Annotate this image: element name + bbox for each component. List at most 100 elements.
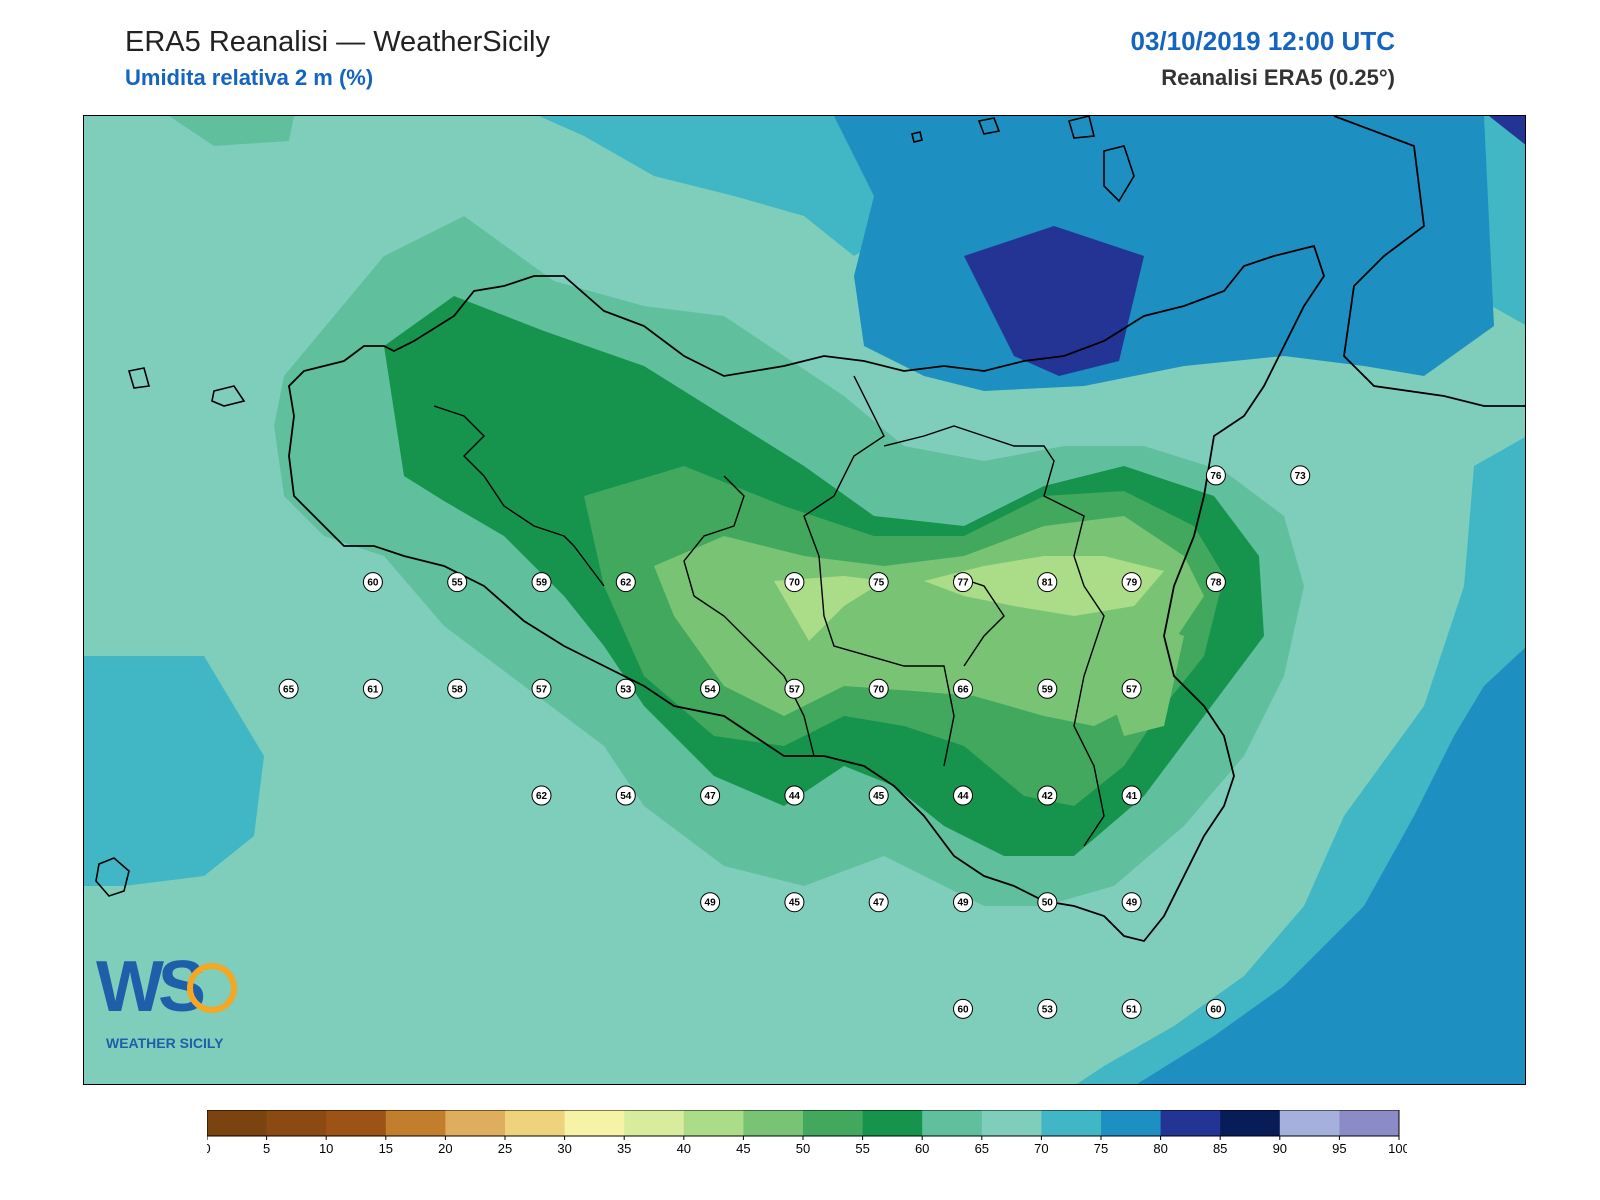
colorbar-tick-label: 20 — [438, 1141, 452, 1156]
station-marker: 41 — [1121, 785, 1142, 806]
station-marker: 51 — [1121, 998, 1142, 1019]
station-value: 47 — [705, 791, 717, 802]
calabria-coastline — [1333, 116, 1525, 407]
station-value: 45 — [873, 791, 885, 802]
colorbar-cell — [266, 1110, 327, 1136]
station-value: 49 — [705, 898, 717, 909]
station-marker: 76 — [1205, 465, 1226, 486]
station-marker: 77 — [953, 572, 973, 593]
station-circle — [1037, 998, 1058, 1019]
map-subtitle: Umidita relativa 2 m (%) — [125, 65, 374, 90]
station-circle — [784, 785, 805, 806]
station-value: 54 — [620, 791, 632, 802]
station-marker: 54 — [615, 785, 636, 806]
station-value: 49 — [1126, 898, 1138, 909]
station-marker: 62 — [531, 785, 552, 806]
station-value: 57 — [536, 684, 548, 695]
station-value: 47 — [873, 898, 885, 909]
station-marker: 47 — [700, 785, 721, 806]
station-value: 53 — [1042, 1004, 1054, 1015]
humidity-map: 60 55 59 62 70 75 77 81 79 78 76 73 65 61 58 57 53 54 57 70… — [84, 116, 1525, 1084]
station-marker: 57 — [784, 678, 805, 699]
header-right: 03/10/2019 12:00 UTC Reanalisi ERA5 (0.2… — [1130, 26, 1395, 91]
station-marker: 57 — [531, 678, 552, 699]
station-marker: 73 — [1290, 465, 1311, 486]
colorbar-tick-label: 95 — [1332, 1141, 1346, 1156]
station-marker: 49 — [1121, 892, 1142, 913]
colorbar-cell — [1279, 1110, 1340, 1136]
station-circle — [1290, 465, 1311, 486]
station-value: 76 — [1210, 471, 1222, 482]
station-marker: 49 — [700, 892, 721, 913]
station-value: 50 — [1042, 898, 1054, 909]
station-circle — [1037, 892, 1058, 913]
colorbar-cell — [1101, 1110, 1162, 1136]
station-circle — [1205, 998, 1226, 1019]
station-circle — [700, 785, 721, 806]
station-circle — [1121, 998, 1142, 1019]
station-circle — [868, 892, 889, 913]
station-circle — [362, 572, 383, 593]
station-marker: 47 — [868, 892, 889, 913]
province-border-en — [953, 575, 1005, 667]
station-marker: 78 — [1205, 572, 1226, 593]
colorbar-cell — [1041, 1110, 1102, 1136]
station-value: 66 — [957, 684, 969, 695]
station-value: 49 — [957, 898, 969, 909]
station-value: 70 — [789, 578, 801, 589]
station-value: 45 — [789, 898, 801, 909]
colorbar-tick-label: 70 — [1034, 1141, 1048, 1156]
map-title: ERA5 Reanalisi — WeatherSicily — [125, 26, 550, 58]
station-value: 51 — [1126, 1004, 1138, 1015]
station-value: 70 — [873, 684, 885, 695]
station-circle — [615, 678, 636, 699]
colorbar-cell — [1220, 1110, 1281, 1136]
station-circle — [784, 678, 805, 699]
station-circle — [1121, 785, 1142, 806]
station-circle — [784, 892, 805, 913]
station-value: 75 — [873, 578, 885, 589]
station-circle — [1037, 785, 1058, 806]
colorbar: 0 5 10 15 20 25 30 35 40 45 50 55 60 65 70 75 80 85 90 95 10… — [203, 1109, 1410, 1175]
station-circle — [953, 998, 973, 1019]
province-border-east — [883, 425, 1105, 847]
station-circle — [1121, 572, 1142, 593]
weather-sicily-logo: WS WEATHER SICILY — [96, 947, 237, 1051]
station-value: 81 — [1042, 578, 1054, 589]
station-marker: 60 — [362, 572, 383, 593]
colorbar-cell — [326, 1110, 387, 1136]
colorbar-tick-label: 90 — [1273, 1141, 1287, 1156]
station-marker: 70 — [868, 678, 889, 699]
map-panel: 60 55 59 62 70 75 77 81 79 78 76 73 65 61 58 57 53 54 57 70… — [83, 115, 1526, 1085]
field-80-band-north — [834, 116, 1494, 391]
island-lipari-vulcano — [1103, 145, 1135, 203]
station-circle — [868, 572, 889, 593]
logo-name: WEATHER SICILY — [106, 1035, 224, 1051]
colorbar-cell — [385, 1110, 446, 1136]
colorbar-cell — [1339, 1110, 1400, 1136]
station-circle — [615, 785, 636, 806]
colorbar-tick-label: 5 — [263, 1141, 270, 1156]
island-salina — [1067, 116, 1096, 139]
station-value: 77 — [957, 578, 969, 589]
station-circle — [531, 678, 552, 699]
station-marker: 58 — [447, 678, 468, 699]
station-marker: 79 — [1121, 572, 1142, 593]
station-circle — [868, 785, 889, 806]
station-marker: 60 — [953, 998, 973, 1019]
colorbar-tick-label: 40 — [677, 1141, 691, 1156]
colorbar-tick-label: 100 — [1388, 1141, 1407, 1156]
header-left: ERA5 Reanalisi — WeatherSicily Umidita r… — [125, 26, 550, 91]
station-value: 78 — [1210, 578, 1222, 589]
station-circle — [531, 785, 552, 806]
station-value: 62 — [536, 791, 548, 802]
station-circle — [953, 892, 973, 913]
logo-sun-icon — [187, 963, 237, 1013]
field-40-patch-west — [774, 576, 884, 641]
station-value: 58 — [452, 684, 464, 695]
station-value: 41 — [1126, 791, 1138, 802]
field-80-band-east — [1137, 647, 1525, 1084]
island-alicudi-filicudi — [977, 117, 1001, 135]
colorbar-svg: 0 5 10 15 20 25 30 35 40 45 50 55 60 65 70 75 80 85 90 95 10… — [203, 1109, 1410, 1156]
station-marker: 42 — [1037, 785, 1058, 806]
